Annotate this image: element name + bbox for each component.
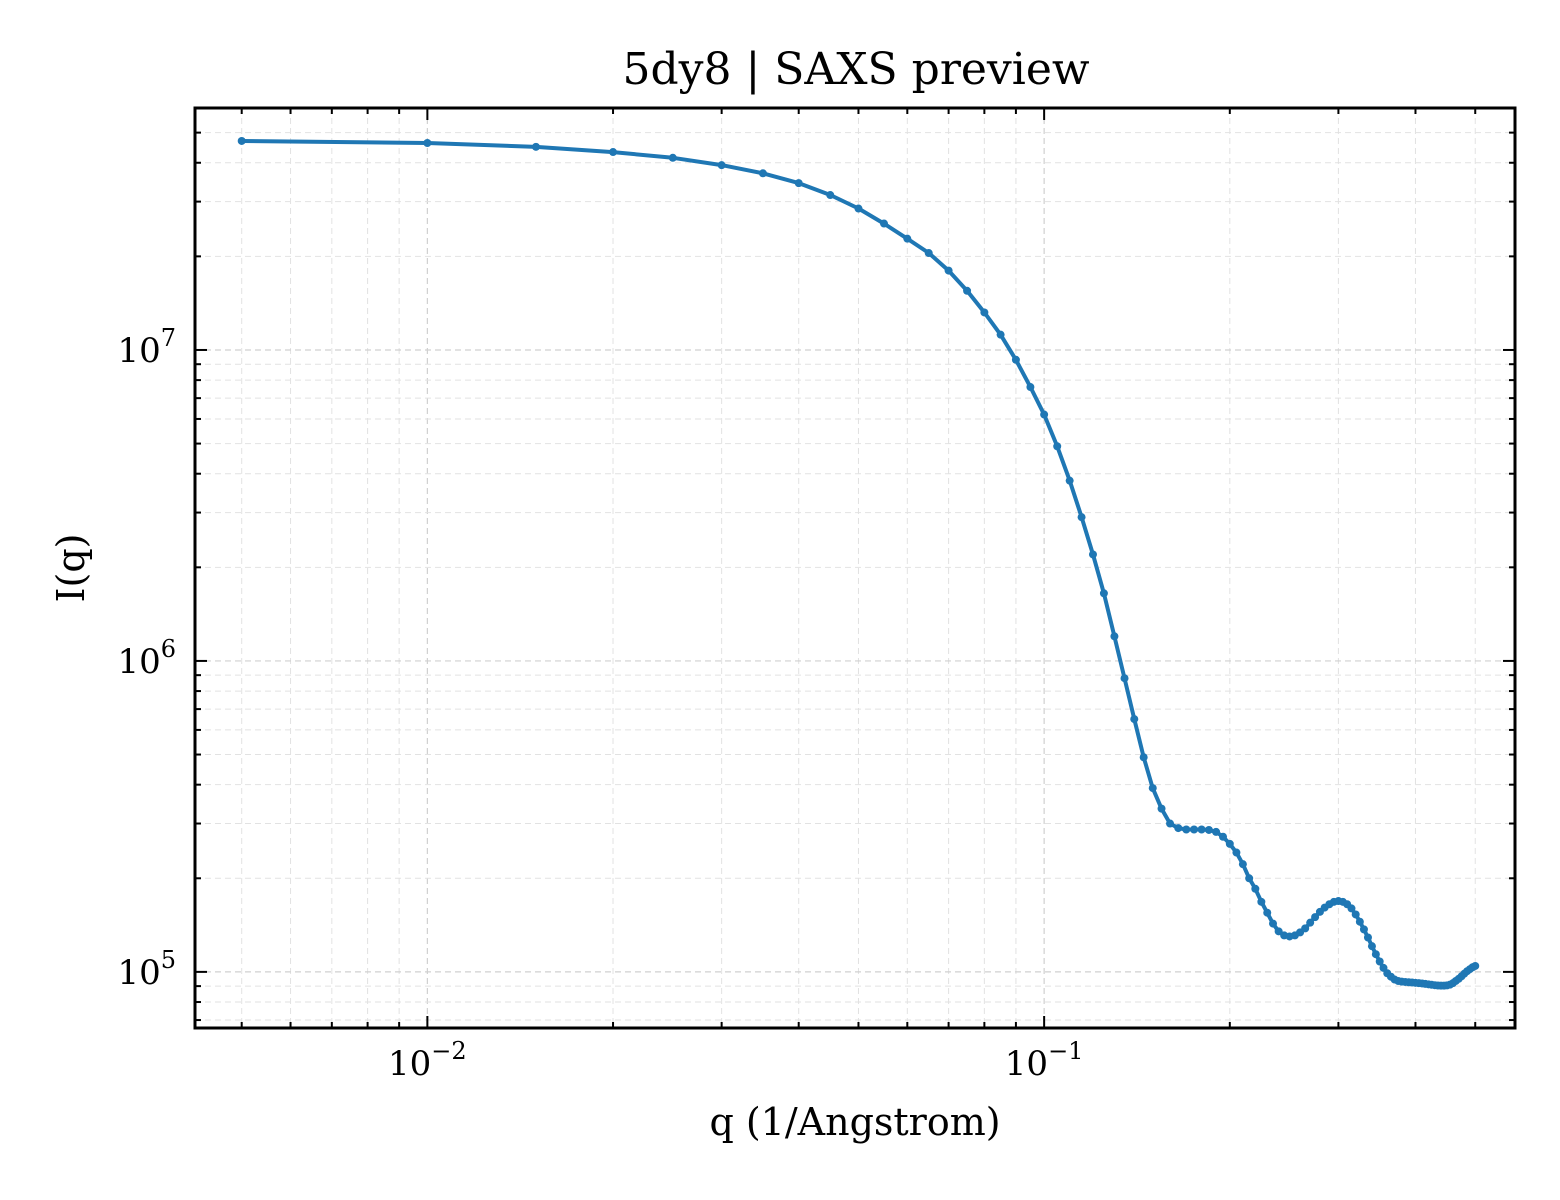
data-point (1065, 476, 1074, 485)
data-point (1120, 674, 1129, 683)
data-point (1311, 913, 1320, 922)
data-point (668, 153, 677, 162)
data-point (1148, 784, 1157, 793)
data-point (531, 142, 540, 151)
data-point (1367, 942, 1376, 951)
data-point (1190, 825, 1199, 834)
data-point (880, 219, 889, 228)
data-point (1088, 550, 1097, 559)
data-point (1077, 513, 1086, 522)
data-point (1301, 924, 1310, 933)
data-point (1347, 904, 1356, 913)
data-point (1197, 825, 1206, 834)
data-point (854, 204, 863, 213)
data-point (1157, 804, 1166, 813)
data-point (1099, 589, 1108, 598)
data-point (1371, 950, 1380, 959)
data-point (1139, 753, 1148, 762)
data-point (980, 308, 989, 317)
data-point (924, 249, 933, 258)
data-point (423, 139, 432, 148)
data-point (1359, 925, 1368, 934)
data-point (1245, 874, 1254, 883)
plot-frame (193, 106, 1517, 1030)
data-point (1110, 632, 1119, 641)
x-tick-label: 10−1 (1005, 1037, 1084, 1084)
data-point (609, 148, 618, 157)
data-point (1351, 910, 1360, 919)
data-point (1174, 824, 1183, 833)
data-point (1355, 917, 1364, 926)
data-point (1263, 908, 1272, 917)
y-axis-label: I(q) (49, 534, 93, 603)
data-point (1306, 918, 1315, 927)
data-point (963, 286, 972, 295)
data-point (1269, 919, 1278, 928)
data-point (826, 191, 835, 200)
data-point (1238, 860, 1247, 869)
data-point (1251, 884, 1260, 893)
data-point (1026, 383, 1035, 392)
y-tick-label: 105 (117, 946, 176, 993)
data-point (1204, 825, 1213, 834)
y-tick-label: 107 (117, 324, 176, 371)
data-point (1053, 442, 1062, 451)
data-point (996, 330, 1005, 339)
y-tick-label: 106 (117, 635, 176, 682)
data-point (944, 266, 953, 275)
data-point (794, 179, 803, 188)
grid (195, 107, 1515, 1028)
data-point (903, 234, 912, 243)
x-axis-label: q (1/Angstrom) (709, 1100, 1000, 1144)
data-point (717, 161, 726, 170)
data-point (1182, 825, 1191, 834)
x-tick-label: 10−2 (388, 1037, 467, 1084)
data-point (237, 136, 246, 145)
ticks: 10−2 10−1 105 106 107 (117, 107, 1515, 1084)
data-point (1232, 848, 1241, 857)
data-point (1274, 927, 1283, 936)
data-point (1471, 961, 1480, 970)
data-point (1130, 715, 1139, 724)
data-point (1166, 819, 1175, 828)
data-point (1257, 897, 1266, 906)
data-point (1212, 827, 1221, 836)
data-layer (237, 136, 1480, 990)
data-point (1011, 355, 1020, 364)
data-point (758, 169, 767, 178)
data-point (1040, 410, 1049, 419)
data-point (1363, 933, 1372, 942)
data-point (1375, 957, 1384, 966)
data-point (1225, 839, 1234, 848)
chart-title: 5dy8 | SAXS preview (622, 44, 1089, 95)
data-point (1219, 832, 1228, 841)
